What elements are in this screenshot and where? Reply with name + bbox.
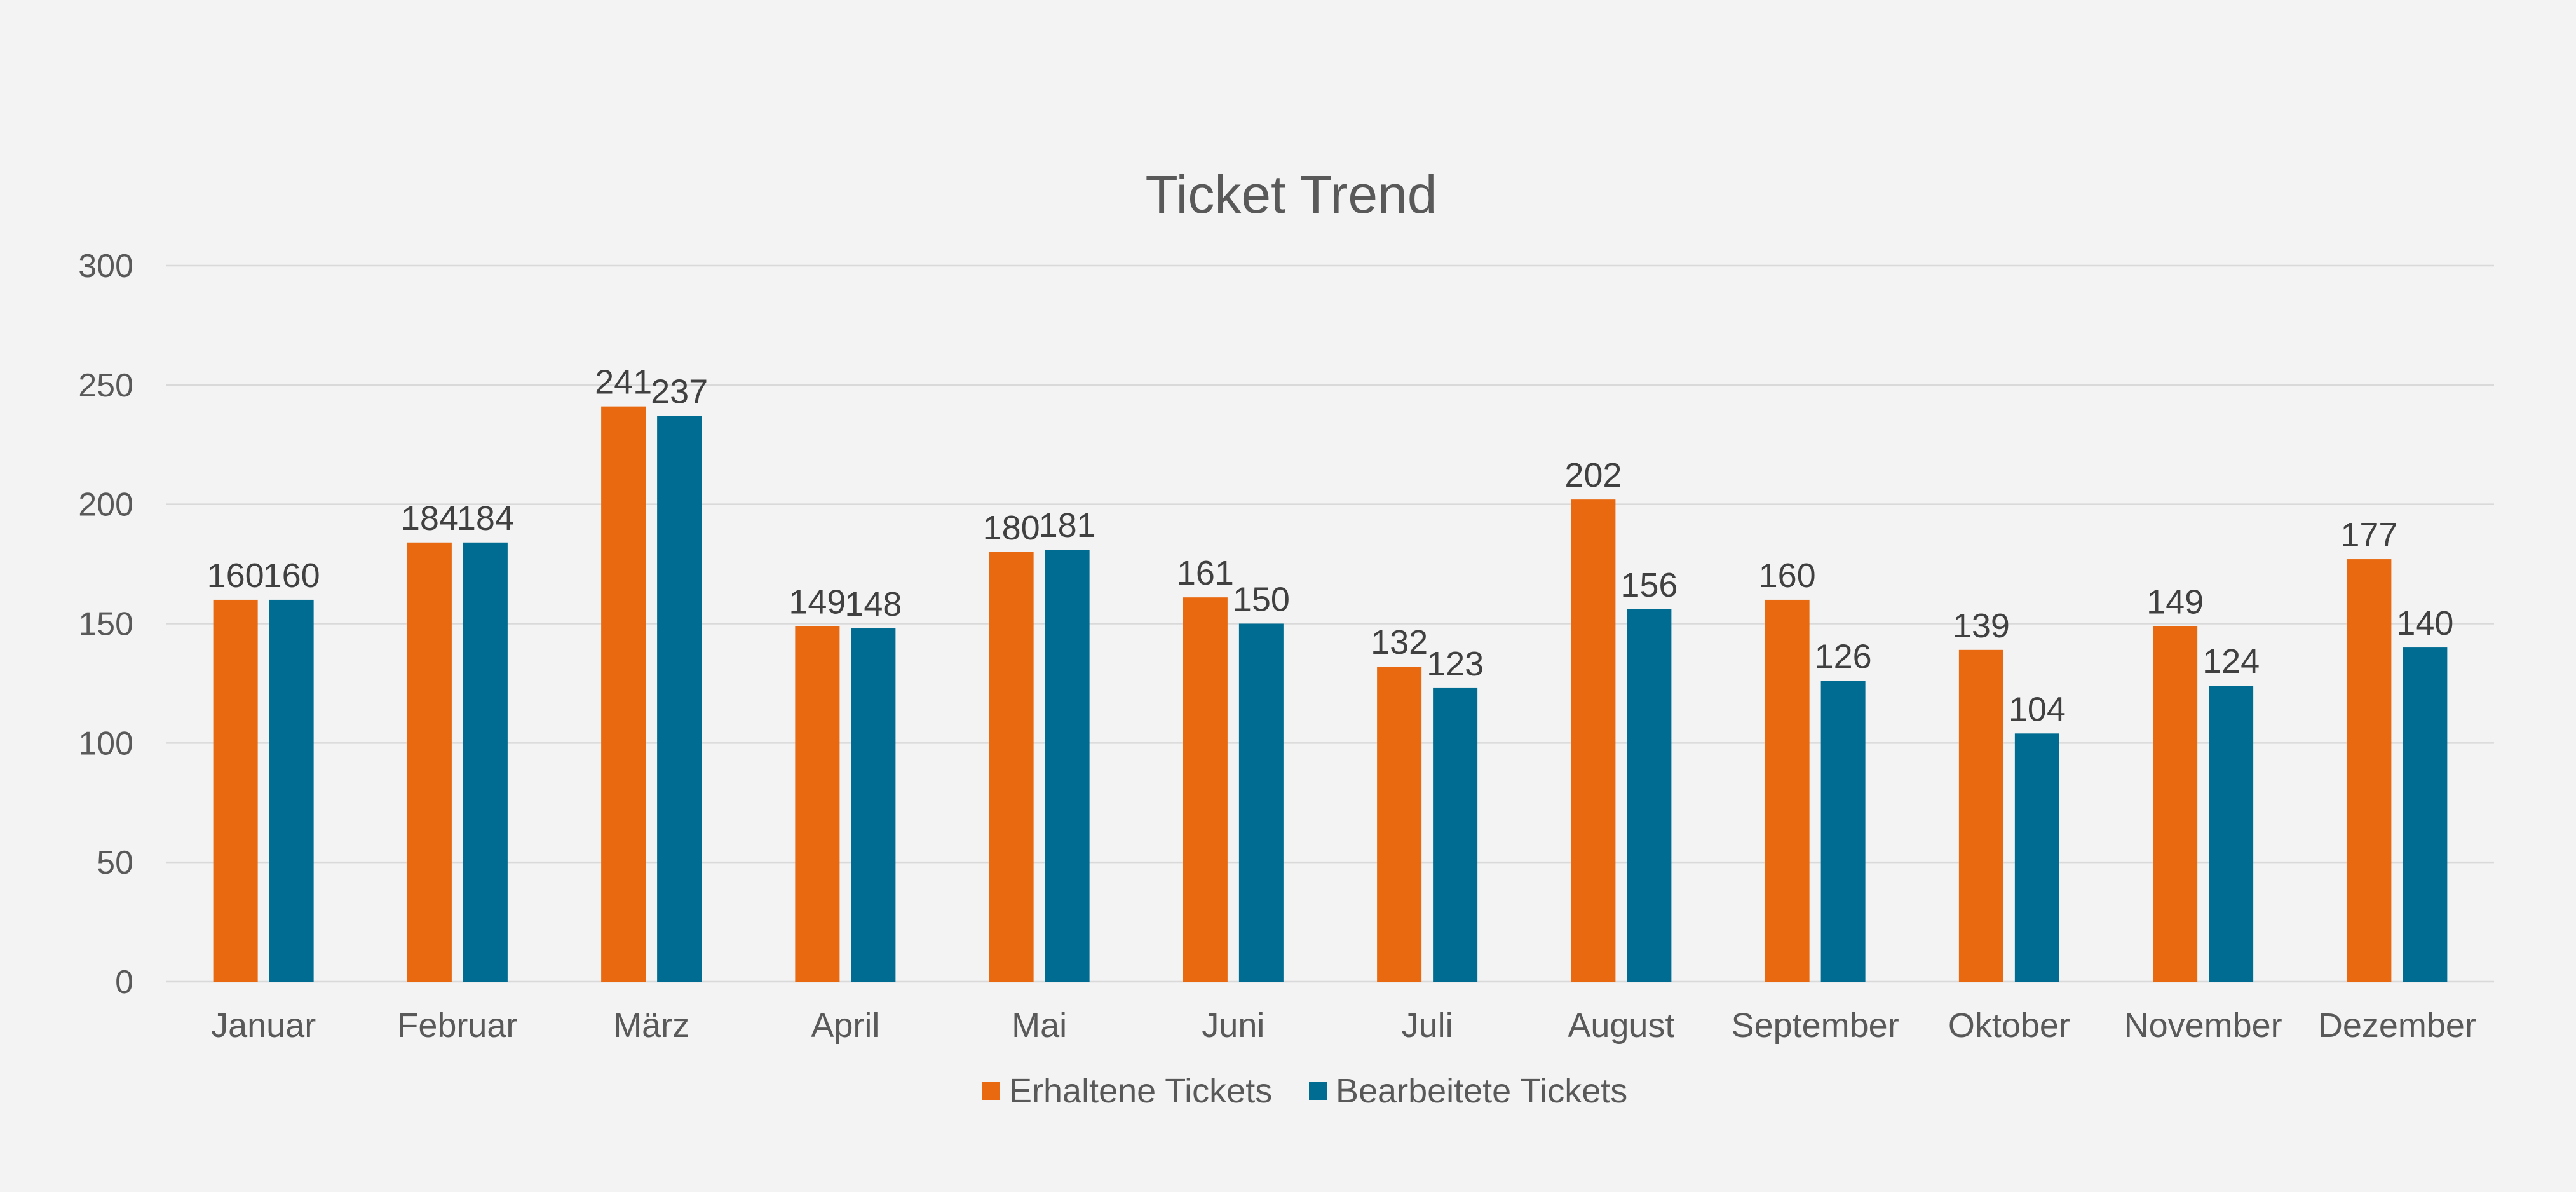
bar-erhaltene	[1765, 599, 1810, 982]
data-label: 160	[1759, 557, 1816, 595]
data-label: 140	[2396, 604, 2453, 642]
bar-erhaltene	[2153, 626, 2198, 982]
legend-swatch	[1309, 1082, 1327, 1100]
bar-erhaltene	[989, 552, 1034, 982]
bar-bearbeitete	[657, 416, 702, 982]
x-category-label: November	[2124, 1006, 2282, 1045]
x-category-label: Oktober	[1948, 1006, 2070, 1045]
y-tick-label: 250	[78, 367, 133, 404]
data-label: 104	[2009, 690, 2066, 728]
data-label: 132	[1371, 623, 1428, 661]
bar-erhaltene	[1958, 649, 2003, 982]
bar-erhaltene	[1183, 597, 1228, 982]
bar-erhaltene	[1377, 667, 1422, 982]
bars	[213, 406, 2448, 982]
x-category-label: Juni	[1202, 1006, 1264, 1045]
y-tick-label: 50	[97, 844, 133, 881]
y-tick-label: 200	[78, 487, 133, 524]
y-tick-label: 300	[78, 248, 133, 285]
data-label: 181	[1039, 506, 1096, 545]
x-axis-categories: Januar Februar März April Mai Juni Juli August S…	[211, 1006, 2476, 1045]
bar-bearbeitete	[1433, 687, 1478, 982]
data-label: 149	[2146, 583, 2204, 621]
x-category-label: Juli	[1402, 1006, 1453, 1045]
legend-label: Erhaltene Tickets	[1009, 1072, 1272, 1110]
data-label: 161	[1177, 554, 1234, 592]
data-label: 123	[1427, 645, 1484, 683]
data-label: 184	[401, 499, 458, 538]
x-category-label: Januar	[211, 1006, 316, 1045]
data-label: 241	[595, 363, 652, 402]
chart-title: Ticket Trend	[1145, 165, 1437, 224]
x-category-label: März	[613, 1006, 689, 1045]
data-label: 148	[844, 585, 902, 623]
x-category-label: April	[811, 1006, 879, 1045]
data-labels: 1601601841842412371491481801811611501321…	[207, 363, 2454, 729]
bar-bearbeitete	[1238, 623, 1284, 982]
x-category-label: Dezember	[2318, 1006, 2476, 1045]
bar-erhaltene	[1571, 499, 1616, 982]
x-category-label: Mai	[1012, 1006, 1067, 1045]
bar-bearbeitete	[2403, 647, 2448, 982]
bar-bearbeitete	[2209, 686, 2254, 982]
bar-bearbeitete	[2014, 733, 2059, 982]
bar-erhaltene	[407, 542, 452, 982]
bar-bearbeitete	[269, 599, 314, 982]
legend-label: Bearbeitete Tickets	[1336, 1072, 1627, 1110]
bar-erhaltene	[795, 626, 840, 982]
data-label: 184	[457, 499, 514, 538]
data-label: 202	[1564, 456, 1622, 494]
bar-bearbeitete	[1627, 609, 1672, 982]
bar-bearbeitete	[1820, 681, 1866, 982]
gridlines	[166, 264, 2494, 983]
x-category-label: Februar	[397, 1006, 517, 1045]
data-label: 149	[789, 583, 846, 621]
bar-bearbeitete	[1045, 550, 1090, 982]
data-label: 180	[983, 509, 1040, 547]
bar-erhaltene	[601, 406, 646, 982]
y-tick-label: 150	[78, 606, 133, 643]
legend-swatch	[982, 1082, 1000, 1100]
data-label: 160	[263, 557, 320, 595]
bar-erhaltene	[2347, 559, 2392, 982]
bar-bearbeitete	[463, 542, 508, 982]
y-tick-label: 0	[115, 964, 133, 1001]
data-label: 156	[1620, 566, 1678, 604]
bar-erhaltene	[213, 599, 258, 982]
data-label: 126	[1815, 638, 1872, 676]
y-axis-ticks: 0 50 100 150 200 250 300	[78, 248, 133, 1001]
legend: Erhaltene Tickets Bearbeitete Tickets	[982, 1072, 1627, 1110]
data-label: 124	[2202, 642, 2260, 681]
data-label: 150	[1233, 581, 1290, 619]
x-category-label: September	[1732, 1006, 1899, 1045]
data-label: 177	[2340, 516, 2397, 554]
data-label: 237	[651, 373, 708, 411]
x-category-label: August	[1568, 1006, 1674, 1045]
data-label: 139	[1953, 607, 2010, 645]
y-tick-label: 100	[78, 725, 133, 762]
data-label: 160	[207, 557, 264, 595]
bar-bearbeitete	[851, 628, 896, 982]
